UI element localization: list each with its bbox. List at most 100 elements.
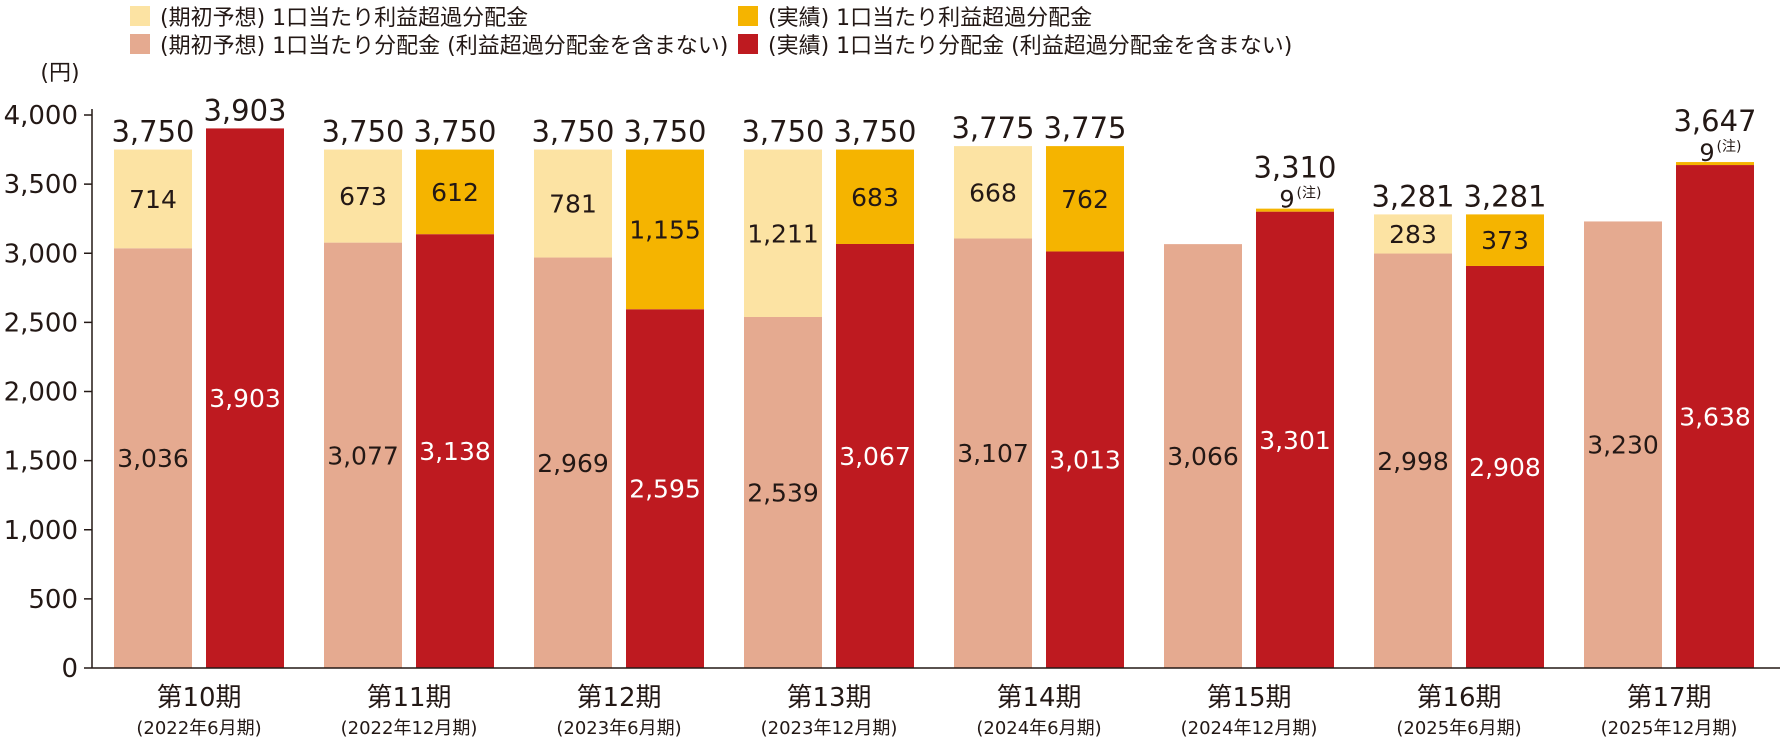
actual-total-label: 3,281 (1463, 179, 1546, 213)
forecast-base-label: 3,066 (1167, 442, 1239, 471)
bars: 3,036 714 3,750 3,903 3,903 3,077 673 3,750 3,13… (111, 93, 1757, 669)
y-axis-unit-label: (円) (40, 61, 79, 86)
period-label: 第13期 (786, 683, 871, 713)
legend-label: (期初予想) 1口当たり分配金 (利益超過分配金を含まない) (160, 34, 729, 59)
actual-excess-label: 1,155 (629, 215, 701, 244)
actual-base-bar (206, 128, 284, 668)
actual-excess-bar (626, 149, 704, 310)
actual-excess-note: (注) (1717, 139, 1742, 155)
y-tick-label: 0 (61, 654, 78, 684)
actual-total-label: 3,775 (1043, 111, 1126, 145)
actual-base-bar (626, 309, 704, 668)
forecast-base-label: 3,230 (1587, 431, 1659, 460)
forecast-base-bar (744, 316, 822, 668)
y-axis: 0 500 1,000 1,500 2,000 2,500 3,000 3,500 4,000 (4, 101, 93, 684)
y-tick-label: 3,500 (4, 170, 78, 200)
actual-excess-label: 683 (851, 183, 899, 212)
forecast-base-bar (1584, 221, 1662, 668)
actual-base-bar (1046, 251, 1124, 668)
forecast-excess-bar (534, 149, 612, 258)
actual-excess-label: 762 (1061, 185, 1109, 214)
forecast-base-label: 2,539 (747, 478, 819, 507)
forecast-total-label: 3,775 (951, 111, 1034, 145)
forecast-excess-label: 673 (339, 182, 387, 211)
forecast-excess-bar (744, 149, 822, 317)
forecast-base-bar (1374, 253, 1452, 669)
forecast-excess-label: 714 (129, 185, 177, 214)
legend-label: (期初予想) 1口当たり利益超過分配金 (160, 6, 529, 31)
forecast-excess-label: 668 (969, 178, 1017, 207)
forecast-total-label: 3,750 (741, 115, 824, 149)
actual-base-bar (1676, 165, 1754, 668)
forecast-total-label: 3,750 (531, 115, 614, 149)
y-tick-label: 500 (28, 585, 78, 615)
forecast-base-bar (114, 248, 192, 668)
forecast-base-bar (324, 242, 402, 669)
actual-base-label: 3,138 (419, 437, 491, 466)
forecast-excess-bar (114, 149, 192, 249)
legend-item-forecast-excess: (期初予想) 1口当たり利益超過分配金 (130, 0, 528, 32)
forecast-total-label: 3,281 (1371, 179, 1454, 213)
actual-excess-bar (1046, 146, 1124, 252)
y-tick-label: 1,500 (4, 447, 78, 477)
actual-excess-label: 9 (1279, 186, 1294, 214)
actual-base-label: 2,595 (629, 475, 701, 504)
legend-item-actual-excess: (実績) 1口当たり利益超過分配金 (738, 0, 1092, 32)
period-label: 第12期 (576, 683, 661, 713)
forecast-base-label: 3,036 (117, 444, 189, 473)
forecast-excess-label: 283 (1389, 220, 1437, 249)
actual-excess-bar (416, 149, 494, 235)
actual-excess-note: (注) (1297, 186, 1322, 202)
legend-label: (実績) 1口当たり利益超過分配金 (768, 6, 1093, 31)
actual-total-label: 3,310 (1253, 151, 1336, 185)
period-label: 第16期 (1416, 683, 1501, 713)
forecast-base-label: 3,077 (327, 441, 399, 470)
actual-base-label: 3,301 (1259, 426, 1331, 455)
legend-swatch (130, 34, 150, 54)
actual-total-label: 3,750 (413, 115, 496, 149)
period-sublabel: (2023年12月期) (761, 718, 898, 739)
actual-excess-bar (1466, 214, 1544, 266)
legend-label: (実績) 1口当たり分配金 (利益超過分配金を含まない) (768, 34, 1293, 59)
legend-item-forecast-base: (期初予想) 1口当たり分配金 (利益超過分配金を含まない) (130, 28, 728, 60)
period-label: 第17期 (1626, 683, 1711, 713)
actual-base-label: 3,013 (1049, 446, 1121, 475)
period-sublabel: (2025年12月期) (1601, 718, 1738, 739)
actual-base-bar (1256, 211, 1334, 668)
actual-total-label: 3,750 (833, 115, 916, 149)
x-axis: 第10期 (2022年6月期) 第11期 (2022年12月期) 第12期 (2023年6… (92, 667, 1780, 739)
y-tick-label: 3,000 (4, 239, 78, 269)
period-label: 第10期 (156, 683, 241, 713)
actual-excess-label: 373 (1481, 226, 1529, 255)
forecast-total-label: 3,750 (321, 115, 404, 149)
y-tick-label: 4,000 (4, 101, 78, 131)
actual-total-label: 3,647 (1673, 104, 1756, 138)
forecast-excess-bar (1374, 214, 1452, 254)
y-tick-label: 2,000 (4, 378, 78, 408)
legend-swatch (738, 34, 758, 54)
forecast-excess-label: 781 (549, 190, 597, 219)
actual-total-label: 3,750 (623, 115, 706, 149)
legend-item-actual-base: (実績) 1口当たり分配金 (利益超過分配金を含まない) (738, 28, 1292, 60)
period-label: 第14期 (996, 683, 1081, 713)
actual-base-label: 3,638 (1679, 403, 1751, 432)
period-sublabel: (2022年6月期) (136, 718, 261, 739)
actual-excess-bar (1676, 162, 1754, 166)
forecast-base-label: 2,969 (537, 449, 609, 478)
actual-base-bar (1466, 265, 1544, 668)
actual-excess-label: 612 (431, 178, 479, 207)
actual-base-bar (416, 234, 494, 668)
forecast-excess-bar (954, 146, 1032, 239)
forecast-base-bar (1164, 244, 1242, 669)
forecast-base-label: 3,107 (957, 439, 1029, 468)
actual-excess-label: 9 (1699, 139, 1714, 167)
actual-base-label: 2,908 (1469, 453, 1541, 482)
forecast-total-label: 3,750 (111, 115, 194, 149)
actual-base-label: 3,067 (839, 442, 911, 471)
actual-total-label: 3,903 (203, 93, 286, 127)
period-sublabel: (2024年6月期) (976, 718, 1101, 739)
actual-base-bar (836, 243, 914, 668)
legend-swatch (130, 6, 150, 26)
period-sublabel: (2023年6月期) (556, 718, 681, 739)
actual-excess-bar (1256, 208, 1334, 212)
